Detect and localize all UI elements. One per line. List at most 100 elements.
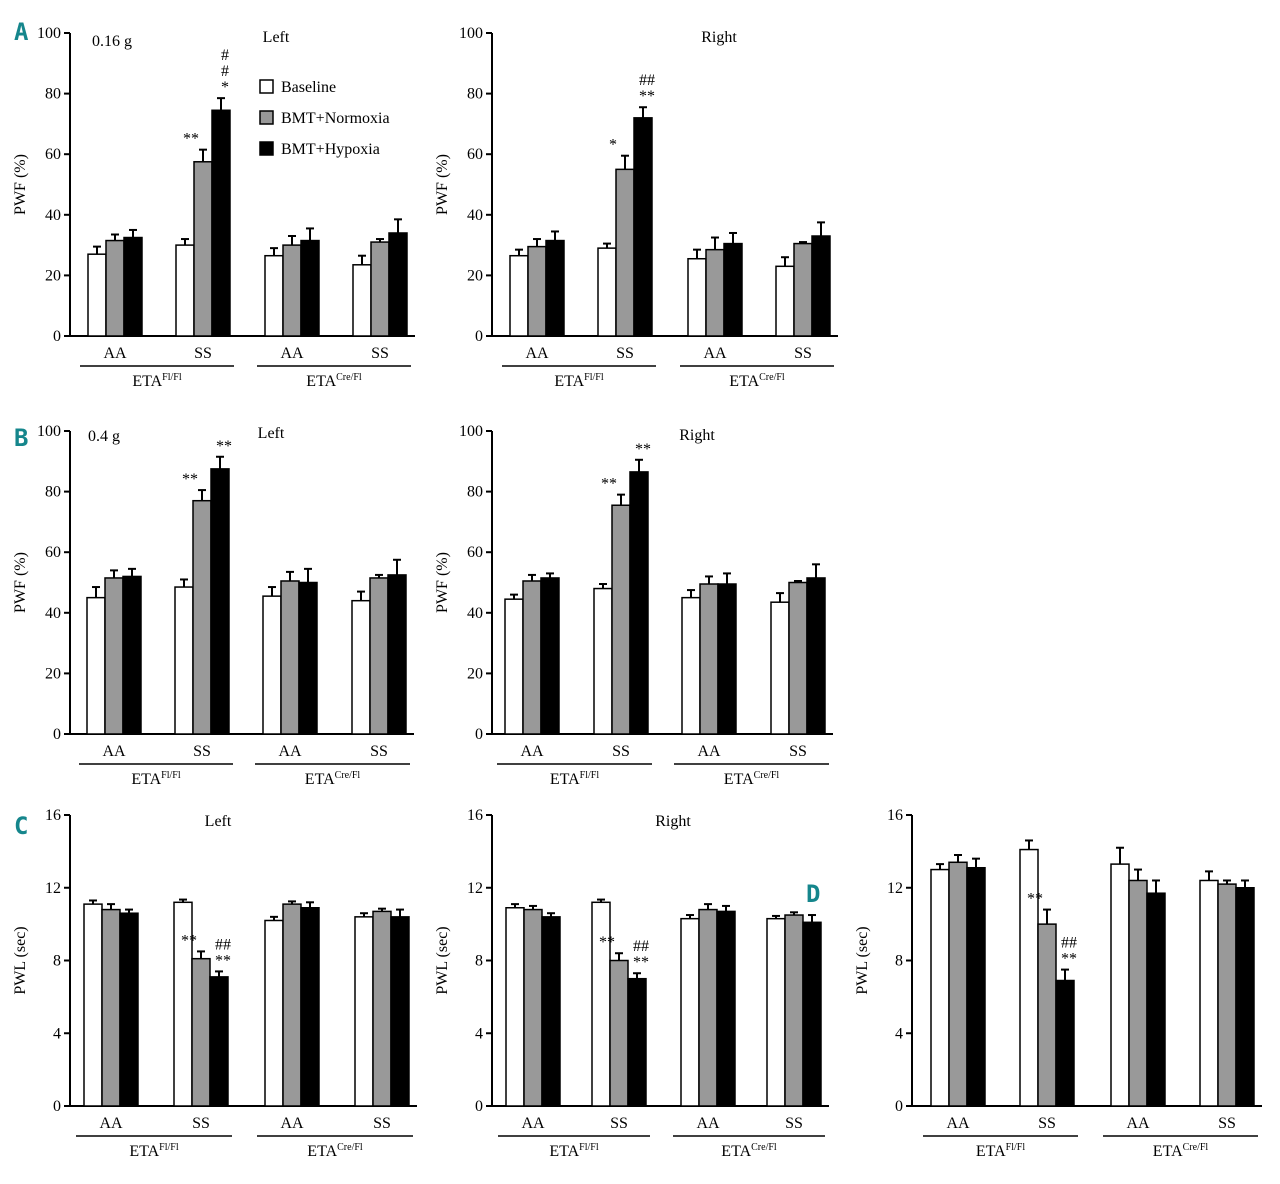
bar-bmt-normoxia-2: [699, 583, 719, 735]
x-tick-label: SS: [370, 743, 388, 760]
bar-bmt-normoxia-3: [784, 914, 804, 1107]
legend-label: Baseline: [281, 79, 336, 96]
legend-swatch: [259, 141, 274, 156]
bar-bmt-normoxia-1: [609, 959, 629, 1107]
x-tick-label: SS: [1218, 1115, 1236, 1132]
y-tick-label: 8: [475, 953, 483, 970]
x-tick-label: SS: [1038, 1115, 1056, 1132]
bar-baseline-1: [593, 587, 613, 735]
bar-bmt-normoxia-1: [192, 499, 212, 735]
bar-bmt-normoxia-2: [698, 908, 718, 1107]
y-tick-label: 16: [467, 807, 483, 824]
y-tick-label: 100: [37, 25, 61, 42]
y-tick-label: 12: [467, 880, 483, 897]
bar-bmt-normoxia-2: [280, 580, 300, 735]
significance-marker: #: [221, 63, 229, 80]
y-tick-label: 0: [475, 1098, 483, 1115]
y-tick-label: 80: [467, 484, 483, 501]
x-tick-label: SS: [794, 345, 812, 362]
bar-bmt-normoxia-0: [948, 861, 968, 1107]
bar-bmt-hypoxia-0: [545, 239, 565, 337]
y-tick-label: 4: [475, 1025, 483, 1042]
legend: Baseline BMT+Normoxia BMT+Hypoxia: [259, 79, 390, 158]
bar-baseline-3: [766, 917, 786, 1107]
bar-baseline-2: [680, 917, 700, 1107]
group-label: ETACre/Fl: [1153, 1142, 1209, 1160]
chart-title: Left: [205, 813, 232, 830]
bar-bmt-hypoxia-2: [298, 581, 318, 735]
legend-label: BMT+Hypoxia: [281, 141, 380, 158]
y-tick-label: 20: [467, 267, 483, 284]
y-tick-label: 60: [45, 544, 61, 561]
bar-bmt-normoxia-3: [370, 241, 390, 337]
significance-marker: **: [215, 952, 231, 969]
y-tick-label: 80: [45, 484, 61, 501]
x-tick-label: SS: [371, 345, 389, 362]
y-tick-label: 0: [475, 328, 483, 345]
bar-bmt-normoxia-0: [105, 239, 125, 337]
significance-marker: **: [599, 934, 615, 951]
bar-bmt-hypoxia-2: [300, 907, 320, 1107]
group-label: ETAFl/Fl: [976, 1142, 1026, 1160]
bar-bmt-normoxia-2: [282, 244, 302, 337]
force-label: 0.16 g: [92, 33, 132, 50]
bar-bmt-hypoxia-0: [540, 577, 560, 735]
significance-marker: ##: [1061, 935, 1077, 952]
significance-marker: **: [216, 438, 232, 455]
significance-marker: ##: [215, 936, 231, 953]
y-axis-label: PWL (sec): [854, 926, 871, 994]
significance-marker: *: [609, 137, 617, 154]
x-tick-label: AA: [703, 345, 727, 362]
legend-swatch: [259, 79, 274, 94]
group-label: ETACre/Fl: [724, 770, 780, 788]
bar-bmt-normoxia-2: [1128, 879, 1148, 1107]
y-axis-label: PWL (sec): [12, 926, 29, 994]
x-tick-label: AA: [521, 1115, 545, 1132]
y-axis-label: PWF (%): [434, 154, 451, 215]
significance-marker: *: [221, 79, 229, 96]
significance-marker: **: [601, 476, 617, 493]
significance-marker: **: [182, 471, 198, 488]
y-tick-label: 20: [467, 665, 483, 682]
chart-title: Left: [258, 425, 285, 442]
x-tick-label: SS: [193, 743, 211, 760]
bar-bmt-hypoxia-1: [633, 117, 653, 337]
y-tick-label: 60: [45, 146, 61, 163]
chart-title: Right: [679, 427, 715, 444]
bar-baseline-0: [83, 903, 103, 1107]
x-tick-label: AA: [99, 1115, 123, 1132]
bar-baseline-0: [505, 907, 525, 1107]
bar-bmt-hypoxia-3: [388, 232, 408, 337]
chart-title: Left: [263, 29, 290, 46]
y-tick-label: 60: [467, 146, 483, 163]
significance-marker: **: [183, 131, 199, 148]
bar-baseline-3: [1199, 879, 1219, 1107]
x-tick-label: SS: [612, 743, 630, 760]
bar-bmt-normoxia-1: [193, 161, 213, 337]
group-label: ETACre/Fl: [306, 372, 362, 390]
significance-marker: ##: [639, 72, 655, 89]
panel-letter-a: A: [14, 18, 29, 46]
bar-baseline-2: [262, 595, 282, 735]
bar-bmt-hypoxia-1: [1055, 979, 1075, 1107]
significance-marker: **: [635, 441, 651, 458]
x-tick-label: SS: [192, 1115, 210, 1132]
significance-marker: **: [639, 88, 655, 105]
x-tick-label: SS: [616, 345, 634, 362]
chart-title: Right: [701, 29, 737, 46]
bar-bmt-hypoxia-0: [541, 916, 561, 1107]
bar-baseline-3: [354, 916, 374, 1107]
y-axis-label: PWF (%): [12, 154, 29, 215]
y-tick-label: 12: [45, 880, 61, 897]
bar-bmt-hypoxia-2: [716, 910, 736, 1107]
x-tick-label: AA: [946, 1115, 970, 1132]
x-tick-label: AA: [102, 743, 126, 760]
bar-baseline-1: [591, 901, 611, 1107]
bar-bmt-hypoxia-2: [717, 583, 737, 735]
bar-bmt-hypoxia-1: [210, 468, 230, 735]
bar-bmt-hypoxia-2: [300, 239, 320, 337]
y-tick-label: 20: [45, 665, 61, 682]
